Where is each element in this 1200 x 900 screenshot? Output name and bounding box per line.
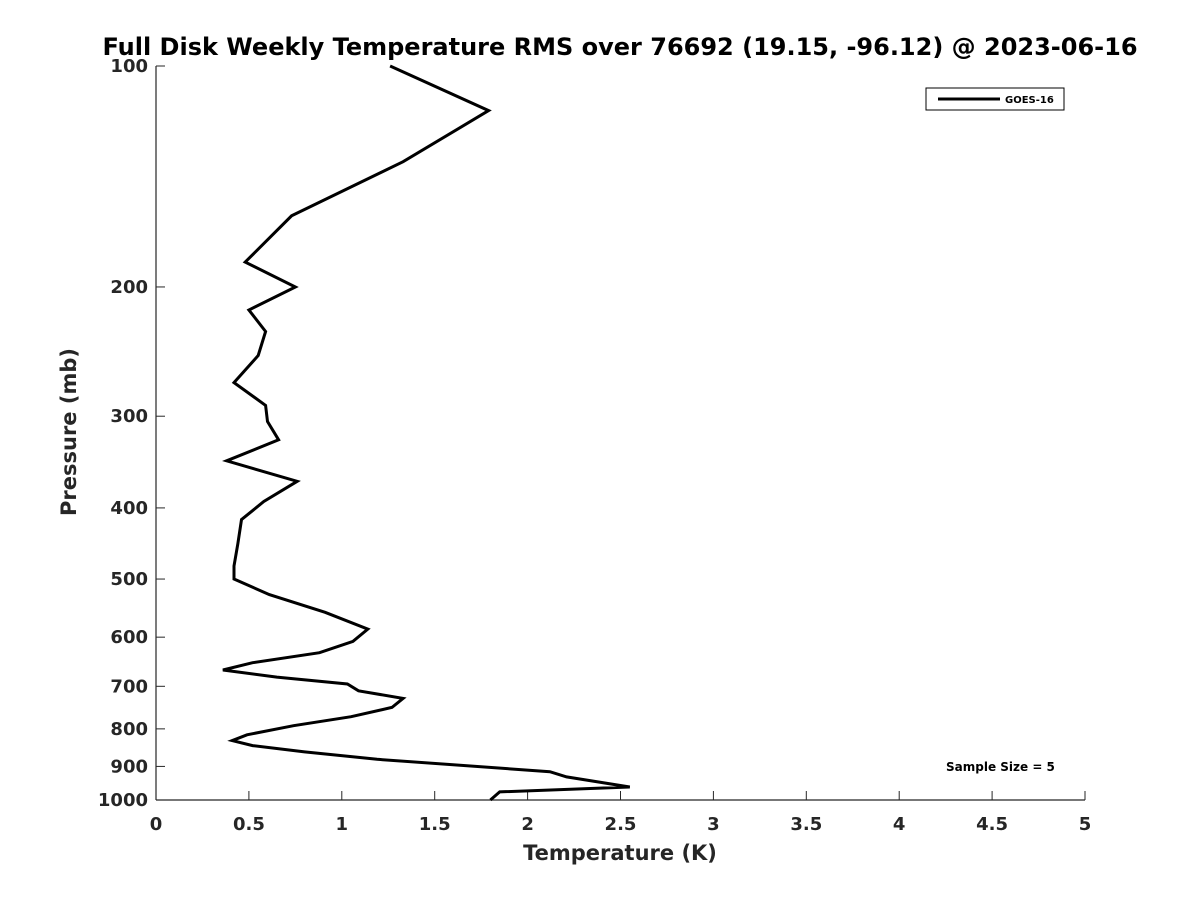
- y-tick-label: 800: [110, 719, 148, 740]
- x-tick-label: 0.5: [233, 814, 265, 835]
- x-tick-label: 1.5: [419, 814, 451, 835]
- y-tick-label: 900: [110, 756, 148, 777]
- y-tick-label: 1000: [98, 790, 148, 811]
- y-axis-label: Pressure (mb): [57, 348, 81, 516]
- legend: GOES-16: [925, 87, 1065, 111]
- series-layer: [222, 64, 631, 802]
- y-tick-label: 400: [110, 498, 148, 519]
- x-tick-label: 0: [150, 814, 163, 835]
- y-tick-label: 300: [110, 406, 148, 427]
- x-axis-label: Temperature (K): [523, 841, 717, 865]
- x-tick-label: 3.5: [790, 814, 822, 835]
- x-tick-label: 3: [707, 814, 720, 835]
- ticks: 0 0.5 1 1.5 2 2.5 3 3.5 4 4.5 5 100 200 300 400 500 600 7…: [98, 56, 1091, 835]
- x-tick-label: 4.5: [976, 814, 1008, 835]
- x-tick-label: 1: [336, 814, 349, 835]
- x-tick-label: 4: [893, 814, 906, 835]
- x-tick-label: 5: [1079, 814, 1092, 835]
- legend-label-goes16: GOES-16: [1005, 95, 1054, 106]
- sample-size-annotation: Sample Size = 5: [946, 760, 1055, 774]
- x-tick-label: 2.5: [605, 814, 637, 835]
- y-tick-label: 100: [110, 56, 148, 77]
- y-tick-label: 600: [110, 627, 148, 648]
- y-tick-label: 500: [110, 569, 148, 590]
- chart-title: Full Disk Weekly Temperature RMS over 76…: [102, 33, 1137, 61]
- y-tick-label: 200: [110, 277, 148, 298]
- y-tick-label: 700: [110, 676, 148, 697]
- x-tick-label: 2: [521, 814, 534, 835]
- series-line-goes16: [222, 64, 631, 802]
